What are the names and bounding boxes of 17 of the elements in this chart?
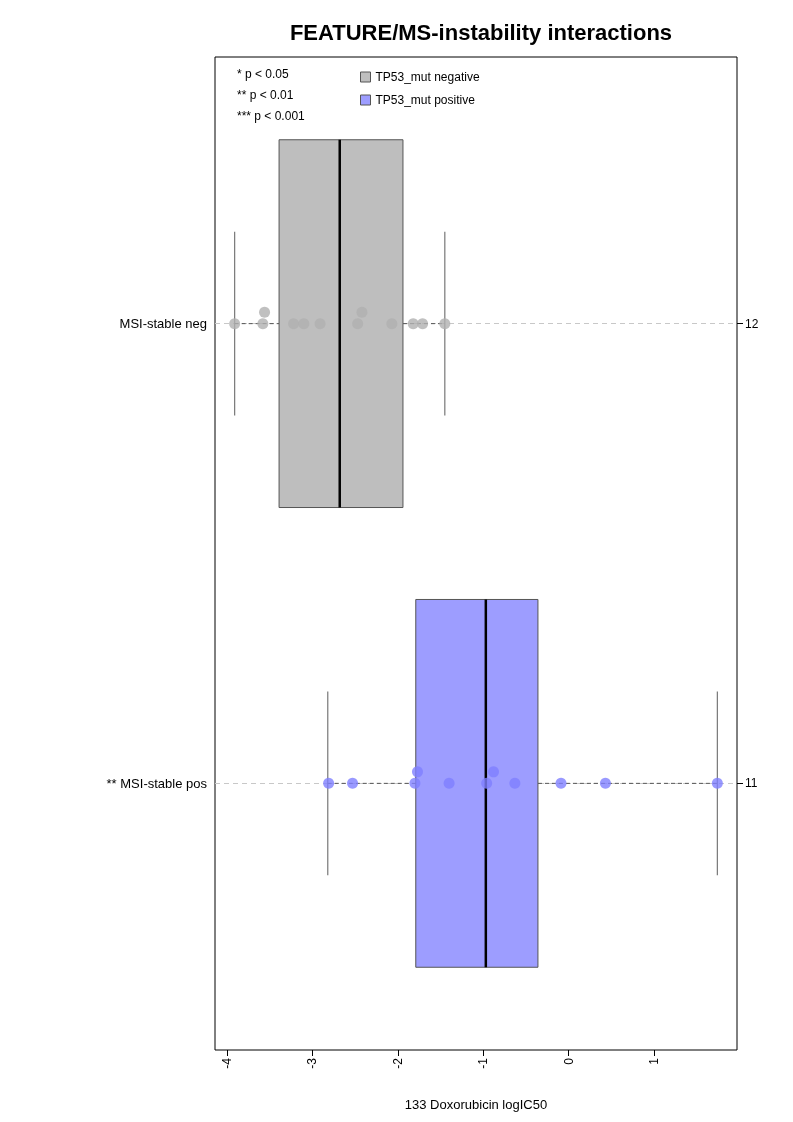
- x-tick-label: -2: [390, 1057, 405, 1069]
- x-tick-label: -4: [219, 1057, 234, 1069]
- y-tick-label: ** MSI-stable pos: [106, 775, 208, 791]
- legend-label: TP53_mut negative: [375, 70, 480, 84]
- x-tick-label: -3: [305, 1057, 320, 1069]
- y2-tick-label: 12: [745, 316, 759, 331]
- chart-title: FEATURE/MS-instability interactions: [289, 19, 673, 45]
- x-tick-label: 0: [561, 1057, 576, 1065]
- x-tick-label: -1: [476, 1057, 491, 1069]
- y-tick-label: MSI-stable neg: [119, 316, 207, 332]
- legend-label: TP53_mut positive: [375, 93, 476, 107]
- annotation: *** p < 0.001: [237, 109, 306, 123]
- x-axis-title: 133 Doxorubicin logIC50: [404, 1097, 548, 1112]
- y2-tick-label: 11: [745, 776, 758, 791]
- annotation: ** p < 0.01: [237, 88, 294, 102]
- annotation: * p < 0.05: [237, 67, 290, 81]
- x-tick-label: 1: [647, 1057, 662, 1065]
